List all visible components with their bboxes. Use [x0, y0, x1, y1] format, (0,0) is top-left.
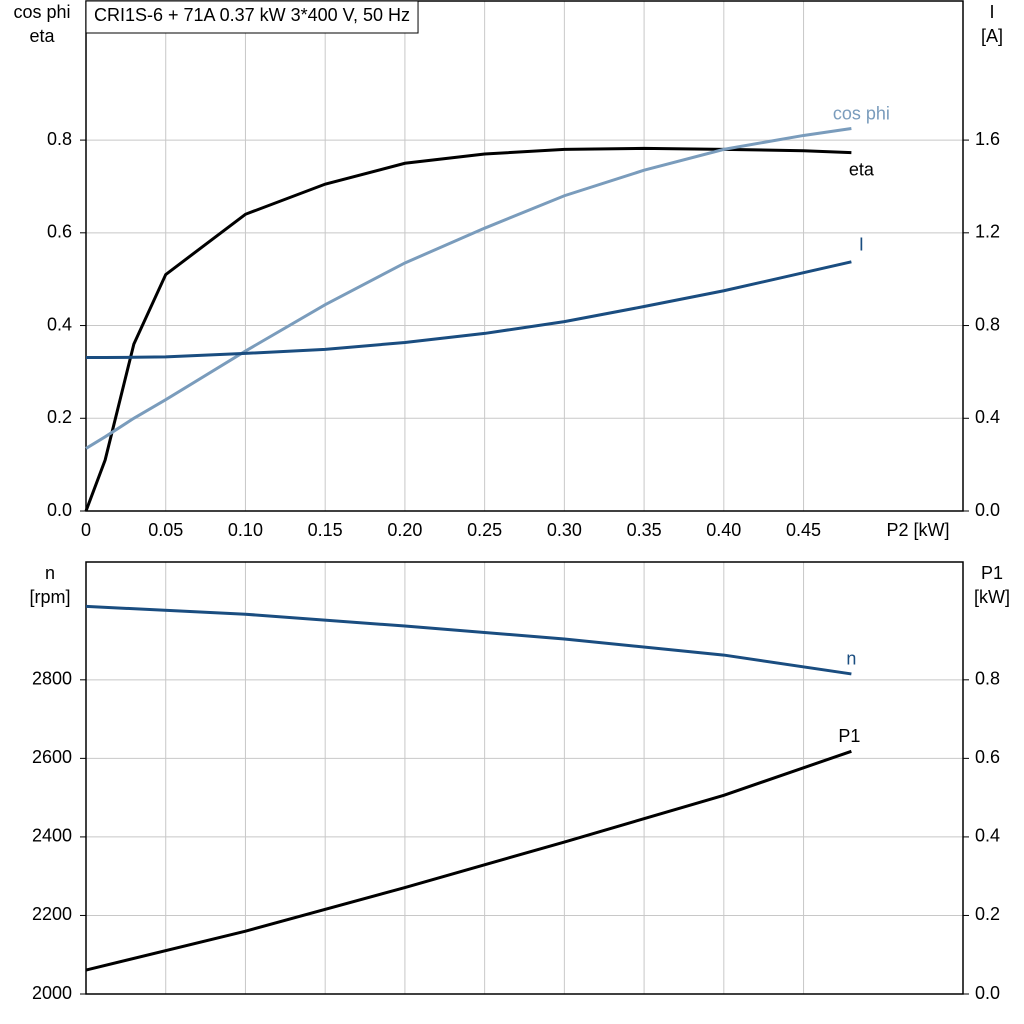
y-tick-label: 0.8 — [47, 129, 72, 149]
x-tick-label: 0 — [81, 520, 91, 540]
x-tick-label: 0.05 — [148, 520, 183, 540]
x-tick-label: 0.15 — [308, 520, 343, 540]
y-tick-label: 2800 — [32, 669, 72, 689]
y2-axis-label: I — [989, 2, 994, 22]
series-label: n — [846, 649, 856, 669]
y-tick-label: 0.0 — [47, 500, 72, 520]
y2-tick-label: 0.6 — [975, 747, 1000, 767]
y-tick-label: 2200 — [32, 904, 72, 924]
y2-axis-label: [kW] — [974, 587, 1010, 607]
y2-tick-label: 1.2 — [975, 222, 1000, 242]
series-line — [86, 260, 852, 360]
y-axis-label: eta — [29, 26, 55, 46]
chart-title: CRI1S-6 + 71A 0.37 kW 3*400 V, 50 Hz — [94, 5, 410, 25]
x-tick-label: 0.20 — [387, 520, 422, 540]
y-axis-label: [rpm] — [29, 587, 70, 607]
y-tick-label: 0.2 — [47, 407, 72, 427]
y2-tick-label: 0.0 — [975, 500, 1000, 520]
x-tick-label: 0.45 — [786, 520, 821, 540]
y-tick-label: 0.6 — [47, 222, 72, 242]
x-tick-label: 0.40 — [706, 520, 741, 540]
x-tick-label: 0.10 — [228, 520, 263, 540]
y-axis-label: n — [45, 563, 55, 583]
y2-axis-label: P1 — [981, 563, 1003, 583]
y-tick-label: 2600 — [32, 747, 72, 767]
x-tick-label: 0.25 — [467, 520, 502, 540]
y2-tick-label: 1.6 — [975, 129, 1000, 149]
y2-tick-label: 0.4 — [975, 407, 1000, 427]
y2-tick-label: 0.4 — [975, 826, 1000, 846]
series-label: cos phi — [833, 103, 890, 123]
y2-tick-label: 0.8 — [975, 314, 1000, 334]
plot-frame — [85, 561, 964, 995]
y-tick-label: 0.4 — [47, 314, 72, 334]
y-axis-label: cos phi — [13, 2, 70, 22]
series-line — [85, 604, 852, 676]
y-tick-label: 2000 — [32, 983, 72, 1003]
plot-frame — [85, 0, 964, 512]
y2-tick-label: 0.2 — [975, 904, 1000, 924]
series-label: P1 — [838, 726, 860, 746]
y2-tick-label: 0.8 — [975, 669, 1000, 689]
y2-tick-label: 0.0 — [975, 983, 1000, 1003]
x-tick-label: 0.35 — [627, 520, 662, 540]
series-line — [85, 749, 852, 972]
series-label: eta — [849, 159, 875, 179]
series-line — [85, 127, 852, 450]
x-tick-label: 0.30 — [547, 520, 582, 540]
title-box — [85, 0, 419, 34]
x-axis-label: P2 [kW] — [886, 520, 949, 540]
series-line — [84, 146, 852, 512]
y-tick-label: 2400 — [32, 826, 72, 846]
series-label: I — [859, 235, 864, 255]
y2-axis-label: [A] — [981, 26, 1003, 46]
